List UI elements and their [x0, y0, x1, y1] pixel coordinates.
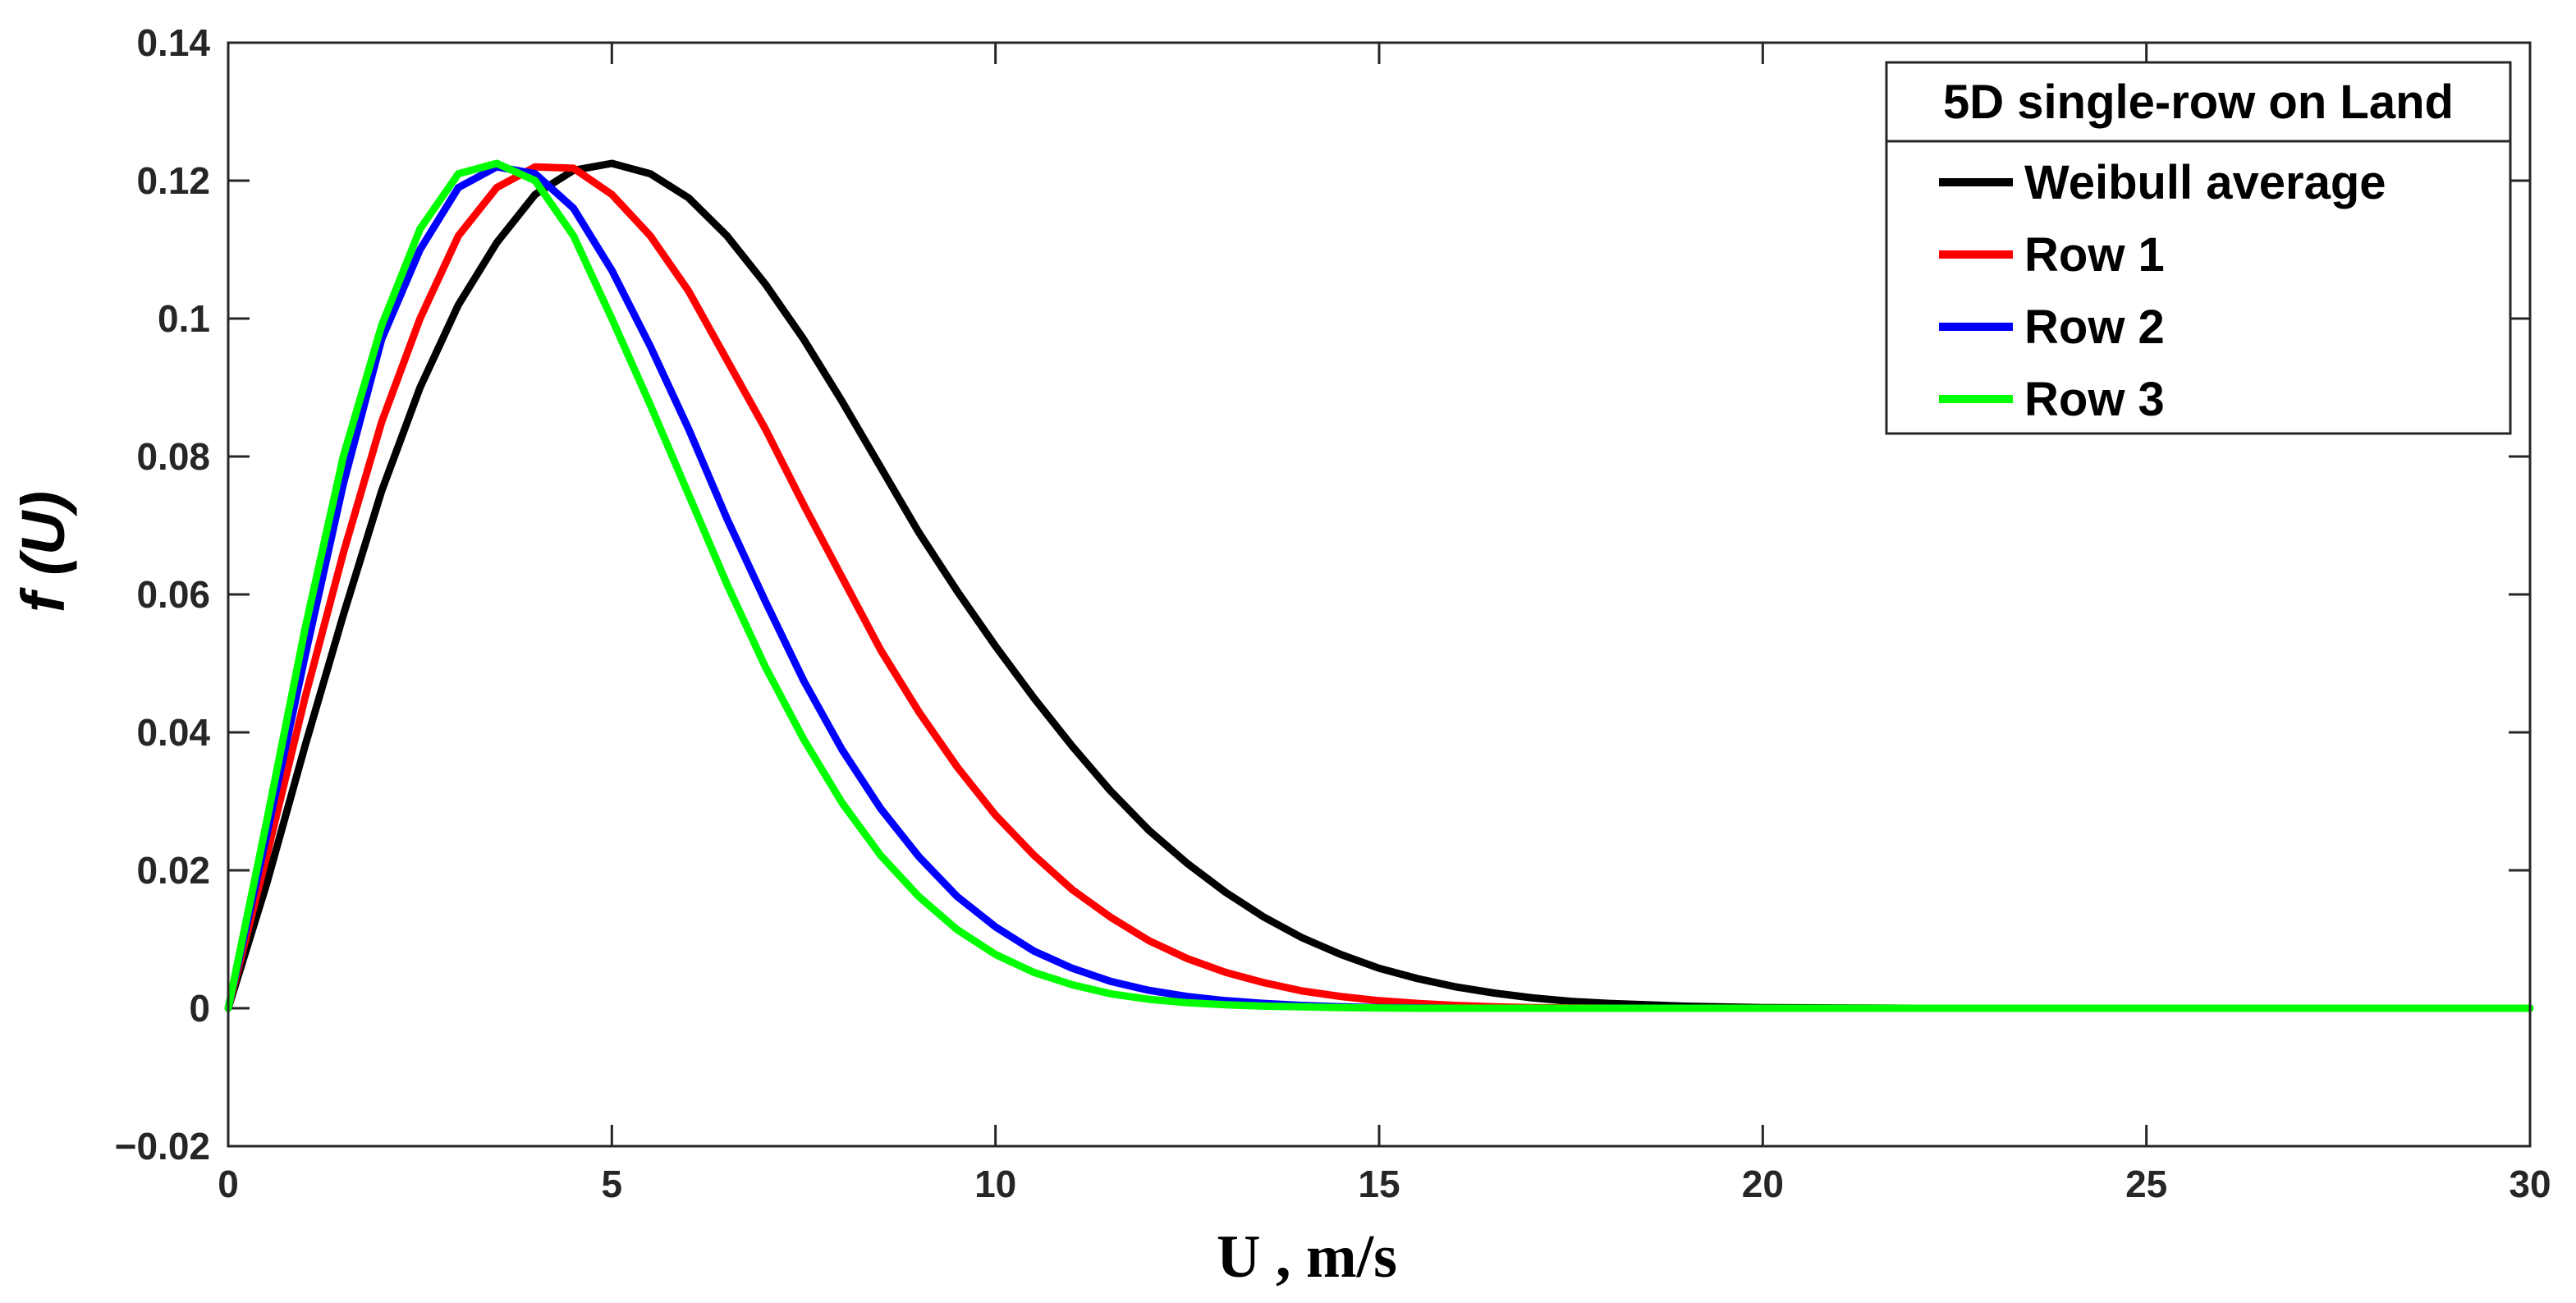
x-tick-label: 20	[1742, 1163, 1784, 1205]
x-tick-label: 15	[1358, 1163, 1400, 1205]
y-axis-label-text: f (U)	[9, 491, 77, 613]
legend-label-weibull-average: Weibull average	[2024, 156, 2386, 209]
y-tick-label: 0.06	[136, 573, 210, 616]
x-axis-ticks: 0 5 10 15 20 25 30	[218, 43, 2551, 1205]
y-tick-label: 0	[189, 987, 210, 1030]
y-tick-label: 0.12	[136, 159, 210, 202]
legend: 5D single-row on Land Weibull average Row…	[1885, 61, 2512, 435]
x-tick-label: 10	[974, 1163, 1016, 1205]
x-tick-label: 30	[2509, 1163, 2551, 1205]
legend-entries: Weibull average Row 1 Row 2 Row 3	[1939, 156, 2386, 426]
y-tick-label: 0.08	[136, 435, 210, 478]
x-axis-label: U , m/s	[1217, 1223, 1397, 1291]
legend-label-row-2: Row 2	[2024, 301, 2165, 354]
y-axis-ticks: −0.02 0 0.02 0.04 0.06 0.08 0.1 0.12 0.14	[115, 21, 2530, 1168]
legend-box	[1885, 61, 2512, 435]
y-tick-label: 0.1	[158, 297, 210, 340]
series-lines	[224, 159, 2534, 1012]
plot-frame	[227, 41, 2532, 1148]
x-axis-label-text: U , m/s	[1217, 1223, 1397, 1291]
legend-label-row-3: Row 3	[2024, 373, 2165, 426]
y-tick-label: −0.02	[115, 1125, 210, 1168]
legend-label-row-1: Row 1	[2024, 228, 2165, 282]
y-axis-label: f (U)	[9, 491, 77, 613]
y-tick-label: 0.02	[136, 849, 210, 892]
legend-title: 5D single-row on Land	[1943, 76, 2454, 129]
series-line-row-3	[224, 159, 2534, 1012]
y-tick-label: 0.04	[136, 711, 210, 754]
x-tick-label: 5	[602, 1163, 623, 1205]
x-tick-label: 25	[2125, 1163, 2167, 1205]
y-tick-label: 0.14	[136, 21, 210, 64]
x-tick-label: 0	[218, 1163, 239, 1205]
